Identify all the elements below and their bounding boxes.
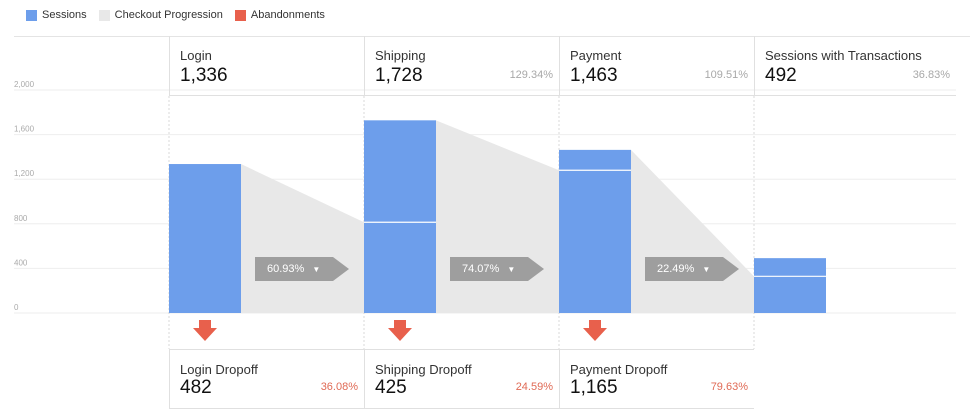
sessions-swatch — [26, 9, 37, 21]
progression-rate-label: 74.07% — [462, 263, 500, 275]
dropoff-value: 1,165 — [570, 377, 618, 398]
abandonment-arrow-icon — [388, 320, 412, 341]
dropoff-percent: 36.08% — [320, 381, 358, 393]
stage-header: Login 1,336 — [169, 36, 364, 96]
abandonments-swatch — [234, 9, 246, 21]
legend-item-abandonments[interactable]: Abandonments — [234, 9, 325, 21]
chevron-down-icon: ▼ — [507, 264, 516, 274]
stage-percent: 36.83% — [912, 69, 950, 81]
stage-percent: 129.34% — [509, 69, 553, 81]
abandonment-arrow-icon — [583, 320, 607, 341]
chevron-down-icon: ▼ — [312, 264, 321, 274]
y-tick-label: 1,600 — [14, 125, 35, 134]
stage-value: 1,728 — [375, 65, 423, 86]
stage-value: 1,463 — [570, 65, 618, 86]
dropoff-box[interactable]: Shipping Dropoff 425 24.59% — [364, 349, 559, 409]
session-bar — [559, 149, 631, 313]
y-tick-label: 0 — [14, 303, 19, 312]
legend-label-progression: Checkout Progression — [114, 9, 223, 21]
stage-percent: 109.51% — [704, 69, 748, 81]
y-tick-label: 1,200 — [14, 169, 35, 178]
abandonment-arrow-icon — [193, 320, 217, 341]
dropoff-value: 425 — [375, 377, 407, 398]
progression-connector — [436, 120, 559, 313]
dropoff-box[interactable]: Payment Dropoff 1,165 79.63% — [559, 349, 754, 409]
progression-rate-arrow — [450, 257, 544, 281]
progression-rate-button[interactable]: 60.93% ▼ — [255, 257, 349, 281]
progression-connector — [241, 164, 364, 313]
legend-label-abandonments: Abandonments — [250, 9, 325, 21]
progression-rate-button[interactable]: 22.49% ▼ — [645, 257, 739, 281]
legend-item-progression[interactable]: Checkout Progression — [98, 9, 223, 21]
y-tick-label: 2,000 — [14, 80, 35, 89]
stage-header: Payment 1,463 109.51% — [559, 36, 754, 96]
top-rule — [14, 36, 970, 37]
chevron-down-icon: ▼ — [702, 264, 711, 274]
stage-name: Sessions with Transactions — [765, 48, 922, 63]
stage-name: Shipping — [375, 48, 426, 63]
stage-value: 1,336 — [180, 65, 228, 86]
dropoff-percent: 24.59% — [515, 381, 553, 393]
y-tick-label: 800 — [14, 214, 28, 223]
stage-value: 492 — [765, 65, 797, 86]
stage-header: Sessions with Transactions 492 36.83% — [754, 36, 956, 96]
dropoff-name: Login Dropoff — [180, 362, 258, 377]
legend-label-sessions: Sessions — [42, 9, 87, 21]
dropoff-name: Shipping Dropoff — [375, 362, 472, 377]
legend: Sessions Checkout Progression Abandonmen… — [26, 9, 337, 21]
dropoff-name: Payment Dropoff — [570, 362, 668, 377]
dropoff-box[interactable]: Login Dropoff 482 36.08% — [169, 349, 364, 409]
dropoff-value: 482 — [180, 377, 212, 398]
session-bar — [169, 164, 241, 313]
y-tick-label: 400 — [14, 258, 28, 267]
legend-item-sessions[interactable]: Sessions — [26, 9, 87, 21]
progression-rate-label: 22.49% — [657, 263, 695, 275]
progression-rate-button[interactable]: 74.07% ▼ — [450, 257, 544, 281]
stage-name: Payment — [570, 48, 622, 63]
progression-connector — [631, 149, 754, 313]
progression-rate-label: 60.93% — [267, 263, 305, 275]
stage-header: Shipping 1,728 129.34% — [364, 36, 559, 96]
session-bar — [364, 120, 436, 313]
progression-rate-arrow — [255, 257, 349, 281]
dropoff-percent: 79.63% — [710, 381, 748, 393]
progression-rate-arrow — [645, 257, 739, 281]
progression-swatch — [98, 9, 110, 21]
stage-name: Login — [180, 48, 212, 63]
session-bar — [754, 258, 826, 313]
